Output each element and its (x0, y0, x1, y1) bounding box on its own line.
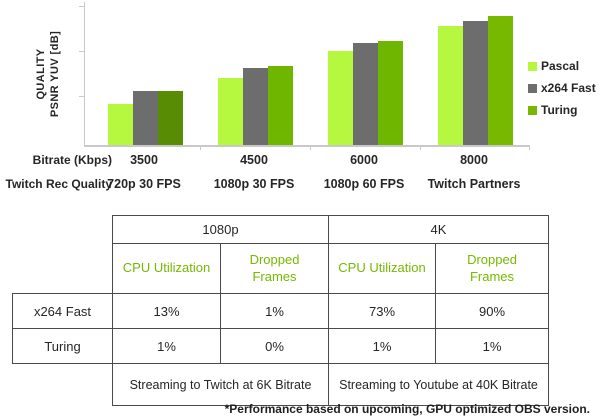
value-turing-dropped-4k: 1% (435, 328, 549, 364)
legend-label: Turing (541, 103, 578, 117)
value-turing-cpu-1080p: 1% (112, 328, 221, 364)
x-axis-tick (529, 145, 530, 150)
x-axis-row-bitrate: Bitrate (Kbps) 3500 4500 6000 8000 (0, 153, 600, 169)
value-x264-cpu-4k: 73% (328, 293, 436, 329)
x-category-label: 3500 (130, 153, 158, 167)
bar-x264-fast-3500 (132, 91, 158, 145)
col-group-4k: 4K (328, 215, 549, 244)
value-x264-dropped-4k: 90% (435, 293, 549, 329)
x-axis-tick (420, 145, 421, 150)
value-x264-cpu-1080p: 13% (112, 293, 221, 329)
bar-turing-6000 (377, 41, 403, 145)
x-category-label: 1080p 30 FPS (213, 177, 295, 191)
legend-swatch-icon (528, 83, 537, 93)
value-turing-cpu-4k: 1% (328, 328, 436, 364)
chart-legend: Pascal x264 Fast Turing (528, 55, 596, 121)
bar-x264-fast-6000 (352, 43, 378, 145)
x-axis-tick (200, 145, 201, 150)
x-category-label: 4500 (240, 153, 268, 167)
row-label-x264-fast: x264 Fast (12, 293, 113, 329)
x-category-label: 1080p 60 FPS (323, 177, 405, 191)
bar-turing-8000 (487, 16, 513, 145)
bar-turing-4500 (267, 66, 293, 145)
legend-item-x264-fast: x264 Fast (528, 77, 596, 99)
x-axis-row-quality: Twitch Rec Quality 720p 30 FPS 1080p 30 F… (0, 177, 600, 193)
subheader-cpu-utilization-4k: CPU Utilization (328, 243, 436, 294)
subheader-text: Dropped Frames (467, 252, 517, 284)
y-axis-label-line2: PSNR YUV [dB] (49, 30, 62, 117)
bar-x264-fast-4500 (242, 68, 268, 145)
col-group-1080p: 1080p (112, 215, 329, 244)
x-category-label: 720p 30 FPS (107, 177, 181, 191)
x-category-label: Twitch Partners (427, 177, 521, 191)
subheader-cpu-utilization-1080p: CPU Utilization (112, 243, 221, 294)
x-axis-row-label: Twitch Rec Quality (5, 177, 112, 191)
x-axis-tick (310, 145, 311, 150)
y-axis-tick (79, 6, 84, 7)
y-axis-tick (79, 51, 84, 52)
legend-swatch-icon (528, 105, 537, 115)
footnote: *Performance based on upcoming, GPU opti… (224, 402, 590, 416)
table-footer-empty-cell (12, 363, 113, 406)
table-corner-cell (12, 243, 113, 294)
legend-item-turing: Turing (528, 99, 596, 121)
subheader-text: Dropped Frames (249, 252, 300, 284)
x-category-label: 6000 (350, 153, 378, 167)
footer-youtube-bitrate: Streaming to Youtube at 40K Bitrate (328, 363, 549, 406)
bar-pascal-3500 (107, 104, 133, 145)
plot-area (79, 2, 530, 150)
y-axis-tick (79, 96, 84, 97)
benchmark-table: 1080p 4K CPU Utilization Dropped Frames … (12, 215, 549, 406)
value-x264-dropped-1080p: 1% (220, 293, 329, 329)
x-category-label: 8000 (460, 153, 488, 167)
bar-pascal-4500 (217, 78, 243, 145)
bar-turing-3500 (157, 91, 183, 145)
y-axis-label: QUALITY PSNR YUV [dB] (12, 2, 84, 145)
row-label-turing: Turing (12, 328, 113, 364)
legend-label: x264 Fast (541, 81, 596, 95)
table-corner-cell (12, 215, 113, 244)
subheader-dropped-frames-1080p: Dropped Frames (220, 243, 329, 294)
legend-item-pascal: Pascal (528, 55, 596, 77)
x-axis-row-label: Bitrate (Kbps) (32, 153, 112, 167)
bar-x264-fast-8000 (462, 21, 488, 145)
footer-twitch-bitrate: Streaming to Twitch at 6K Bitrate (112, 363, 329, 406)
subheader-dropped-frames-4k: Dropped Frames (435, 243, 549, 294)
y-axis-label-line1: QUALITY (35, 47, 48, 100)
legend-label: Pascal (541, 59, 580, 73)
bar-pascal-8000 (437, 26, 463, 145)
value-turing-dropped-1080p: 0% (220, 328, 329, 364)
legend-swatch-icon (528, 61, 537, 71)
bar-pascal-6000 (327, 51, 353, 145)
